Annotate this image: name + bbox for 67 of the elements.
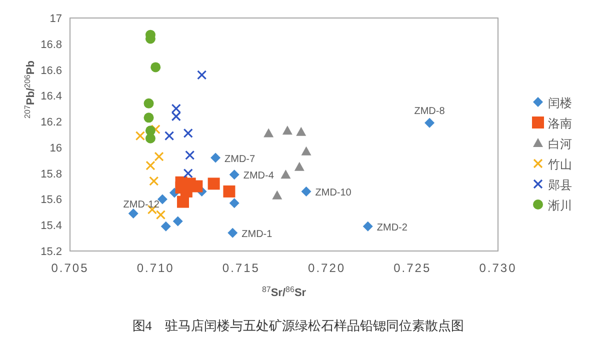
point (210, 152, 221, 163)
y-tick-label: 16.2 (40, 116, 62, 129)
point (272, 190, 282, 200)
point (176, 196, 189, 208)
point (228, 228, 238, 238)
legend-label: 白河 (548, 137, 572, 151)
annotation: ZMD-2 (376, 222, 408, 234)
point (172, 216, 183, 226)
y-tick-label: 17 (50, 13, 62, 25)
point (183, 168, 193, 178)
y-tick-label: 16.4 (40, 90, 62, 103)
annotation: ZMD-7 (224, 154, 256, 165)
point (150, 62, 161, 72)
point (149, 176, 159, 186)
annotation: ZMD-8 (414, 106, 446, 117)
point (146, 160, 156, 170)
x-tick-label: 0.710 (136, 261, 174, 275)
point (197, 70, 207, 80)
point (294, 162, 304, 171)
y-tick-label: 15.6 (40, 194, 62, 206)
point (296, 126, 306, 136)
legend-label: 洛南 (548, 116, 572, 130)
point (144, 98, 154, 108)
point (424, 118, 435, 128)
y-tick-label: 16.6 (40, 64, 62, 77)
annotation: ZMD-4 (243, 170, 274, 182)
legend-label: 郧县 (548, 178, 572, 192)
point (150, 124, 160, 134)
point (183, 128, 193, 138)
point (280, 170, 291, 179)
point (160, 221, 171, 232)
x-axis-title: $^{87}$Sr/$^{86}$Sr (262, 284, 307, 299)
y-tick-label: 16 (50, 142, 62, 154)
x-tick-label: 0.720 (308, 261, 346, 275)
y-tick-label: 15.8 (40, 168, 62, 180)
point (229, 170, 240, 180)
y-tick-label: 16.8 (40, 38, 62, 51)
point (282, 126, 292, 135)
x-tick-label: 0.730 (479, 261, 517, 275)
point (144, 112, 154, 123)
annotation: ZMD-12 (123, 199, 160, 210)
point (164, 130, 174, 141)
point (128, 208, 138, 218)
point (229, 198, 240, 208)
point (145, 133, 156, 144)
legend-label: 淅川 (548, 198, 572, 212)
point (301, 146, 312, 156)
x-tick-label: 0.725 (394, 261, 432, 275)
point (223, 185, 236, 198)
point (154, 152, 164, 162)
y-tick-label: 15.4 (40, 220, 62, 232)
point (156, 210, 166, 220)
caption: 图4 驻马店闰楼与五处矿源绿松石样品铅锶同位素散点图 (132, 318, 464, 333)
point (264, 128, 274, 138)
point (208, 178, 220, 190)
x-tick-label: 0.705 (51, 261, 89, 275)
y-tick-label: 15.2 (40, 246, 62, 258)
annotation: ZMD-10 (315, 187, 352, 198)
point (185, 150, 195, 160)
point (301, 186, 312, 196)
legend-label: 闰楼 (548, 96, 572, 110)
point (135, 130, 145, 141)
point (157, 194, 168, 204)
x-tick-label: 0.715 (222, 261, 260, 275)
annotation: ZMD-1 (242, 228, 273, 240)
point (362, 221, 373, 232)
legend-label: 竹山 (548, 158, 572, 172)
